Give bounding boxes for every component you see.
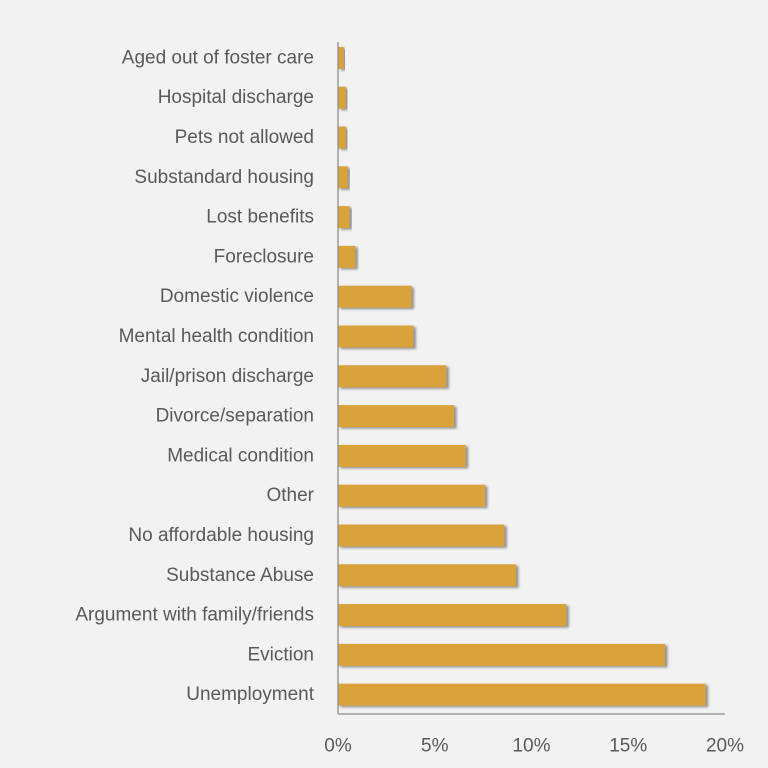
x-tick-label: 5% [421, 736, 449, 757]
bar-5 [338, 245, 356, 268]
bar-11 [338, 484, 486, 507]
category-label: Foreclosure [214, 246, 314, 267]
category-label: Substance Abuse [166, 565, 314, 586]
bar-9 [338, 405, 455, 428]
x-tick-label: 10% [512, 736, 550, 757]
bar-15 [338, 643, 666, 666]
bar-3 [338, 166, 348, 189]
category-label: Medical condition [167, 445, 314, 466]
bars-group [338, 46, 706, 706]
bar-7 [338, 325, 414, 348]
category-label: Lost benefits [206, 207, 314, 228]
category-labels: Aged out of foster care Hospital discharg… [75, 47, 314, 705]
bar-8 [338, 365, 447, 388]
category-label: Eviction [247, 644, 314, 665]
category-label: Domestic violence [160, 286, 314, 307]
bar-2 [338, 126, 346, 149]
bar-1 [338, 86, 346, 109]
x-tick-label: 15% [609, 736, 647, 757]
category-label: Hospital discharge [158, 87, 314, 108]
category-label: Divorce/separation [156, 406, 314, 427]
category-label: Pets not allowed [175, 127, 314, 148]
x-tick-label: 0% [324, 736, 352, 757]
category-label: No affordable housing [128, 525, 314, 546]
bar-10 [338, 444, 466, 467]
x-tick-label: 20% [706, 736, 744, 757]
category-label: Jail/prison discharge [141, 366, 314, 387]
category-label: Mental health condition [119, 326, 314, 347]
category-label: Aged out of foster care [122, 47, 314, 68]
bar-16 [338, 683, 706, 706]
category-label: Substandard housing [134, 167, 314, 188]
category-label: Other [266, 485, 314, 506]
category-label: Unemployment [186, 684, 314, 705]
bar-14 [338, 604, 567, 627]
bar-4 [338, 206, 350, 229]
bar-6 [338, 285, 412, 308]
bar-12 [338, 524, 505, 547]
x-tick-labels: 0% 5% 10% 15% 20% [324, 736, 744, 757]
category-label: Argument with family/friends [75, 605, 314, 626]
bar-0 [338, 46, 344, 69]
bar-13 [338, 564, 517, 587]
